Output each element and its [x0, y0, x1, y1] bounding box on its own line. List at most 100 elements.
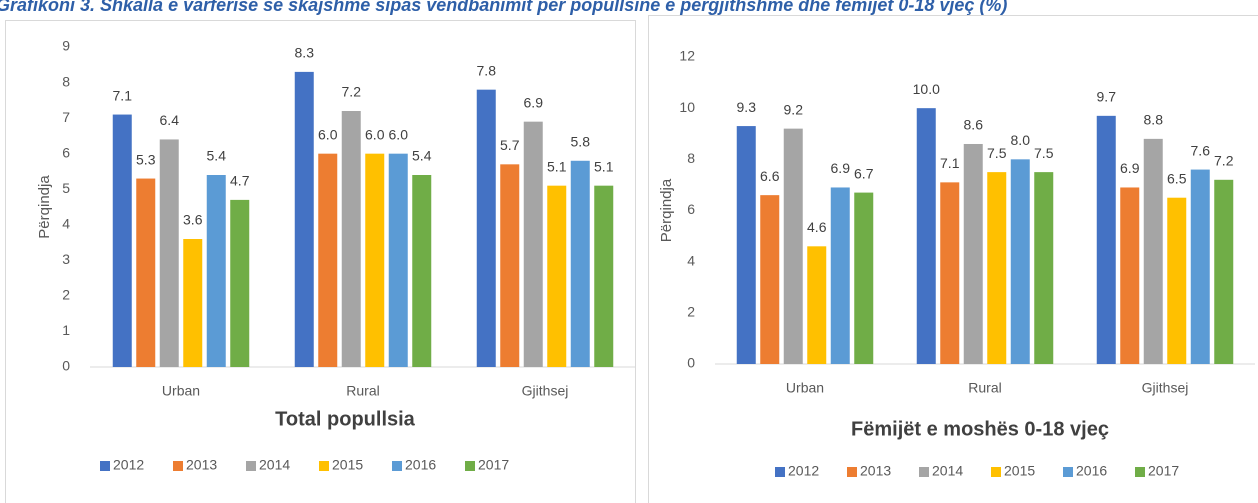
value-label: 6.9	[1120, 160, 1140, 176]
bar	[570, 160, 590, 367]
y-tick-label: 6	[62, 144, 70, 160]
bar	[1167, 197, 1187, 364]
legend-swatch	[847, 467, 857, 477]
legend-label: 2016	[405, 457, 436, 473]
y-tick-label: 0	[62, 358, 70, 374]
y-tick-label: 8	[62, 73, 70, 89]
bar	[523, 121, 543, 368]
y-tick-label: 4	[62, 215, 70, 231]
bar	[206, 175, 226, 367]
bar	[1120, 187, 1140, 364]
value-label: 4.6	[807, 219, 827, 235]
legend-label: 2017	[1148, 463, 1179, 479]
bar	[500, 164, 520, 367]
legend-swatch	[100, 461, 110, 471]
bar	[136, 178, 156, 367]
y-tick-label: 9	[62, 38, 70, 54]
value-label: 8.0	[1011, 132, 1031, 148]
bar	[987, 172, 1007, 364]
legend-label: 2016	[1076, 463, 1107, 479]
bar	[1143, 138, 1163, 364]
bar	[1214, 179, 1234, 364]
bar	[963, 143, 983, 364]
legend-label: 2013	[860, 463, 891, 479]
y-tick-label: 0	[687, 355, 695, 371]
legend-label: 2015	[332, 457, 363, 473]
bar	[476, 89, 496, 368]
chart-panel	[5, 20, 636, 503]
y-tick-label: 8	[687, 150, 695, 166]
value-label: 10.0	[913, 81, 940, 97]
y-tick-label: 1	[62, 322, 70, 338]
legend-label: 2012	[113, 457, 144, 473]
value-label: 6.0	[389, 126, 409, 142]
value-label: 9.7	[1097, 89, 1117, 105]
value-label: 6.9	[831, 160, 851, 176]
y-tick-label: 6	[687, 201, 695, 217]
value-label: 9.3	[737, 99, 757, 115]
value-label: 5.4	[207, 148, 227, 164]
value-label: 5.1	[594, 158, 614, 174]
value-label: 8.3	[295, 45, 315, 61]
bar	[294, 71, 314, 367]
value-label: 5.7	[500, 137, 520, 153]
x-tick-label: Gjithsej	[522, 383, 569, 399]
bar	[807, 246, 827, 364]
y-tick-label: 10	[679, 99, 695, 115]
bar	[112, 114, 132, 367]
legend-label: 2014	[932, 463, 963, 479]
value-label: 9.2	[784, 101, 804, 117]
legend-swatch	[1135, 467, 1145, 477]
bar	[1010, 159, 1030, 364]
value-label: 3.6	[183, 212, 203, 228]
legend-label: 2017	[478, 457, 509, 473]
value-label: 7.1	[940, 155, 960, 171]
bar	[830, 187, 850, 364]
value-label: 4.7	[230, 173, 250, 189]
bar	[736, 126, 756, 364]
page-title: Grafikoni 3. Shkalla e varfërisë së skaj…	[0, 0, 1007, 15]
legend-swatch	[392, 461, 402, 471]
bar	[388, 153, 408, 367]
y-tick-label: 2	[687, 304, 695, 320]
bar	[594, 185, 614, 367]
y-tick-label: 4	[687, 252, 695, 268]
bar	[760, 195, 780, 364]
bar	[940, 182, 960, 364]
legend-swatch	[173, 461, 183, 471]
legend-swatch	[246, 461, 256, 471]
legend-label: 2014	[259, 457, 290, 473]
value-label: 7.6	[1191, 142, 1211, 158]
bar	[1096, 115, 1116, 364]
legend-label: 2015	[1004, 463, 1035, 479]
chart-title: Fëmijët e moshës 0-18 vjeç	[851, 418, 1109, 440]
value-label: 5.8	[571, 133, 591, 149]
bar	[341, 111, 361, 367]
bar	[412, 175, 432, 367]
y-tick-label: 12	[679, 48, 695, 64]
y-tick-label: 2	[62, 287, 70, 303]
value-label: 5.1	[547, 158, 567, 174]
value-label: 6.5	[1167, 170, 1187, 186]
bar	[230, 199, 250, 367]
x-tick-label: Rural	[346, 383, 379, 399]
value-label: 7.2	[342, 84, 362, 100]
bar	[318, 153, 338, 367]
value-label: 6.0	[318, 126, 338, 142]
y-axis-label: Përqindja	[36, 175, 53, 239]
bar	[365, 153, 385, 367]
y-axis-label: Përqindja	[658, 178, 675, 242]
value-label: 7.1	[113, 87, 133, 103]
value-label: 7.5	[1034, 145, 1054, 161]
bar	[1190, 169, 1210, 364]
bar	[854, 192, 874, 364]
bar	[547, 185, 567, 367]
x-tick-label: Urban	[786, 380, 824, 396]
value-label: 6.4	[160, 112, 180, 128]
y-tick-label: 5	[62, 180, 70, 196]
x-tick-label: Rural	[968, 380, 1001, 396]
value-label: 6.9	[524, 94, 544, 110]
chart-panel	[648, 15, 1258, 503]
value-label: 5.3	[136, 151, 156, 167]
